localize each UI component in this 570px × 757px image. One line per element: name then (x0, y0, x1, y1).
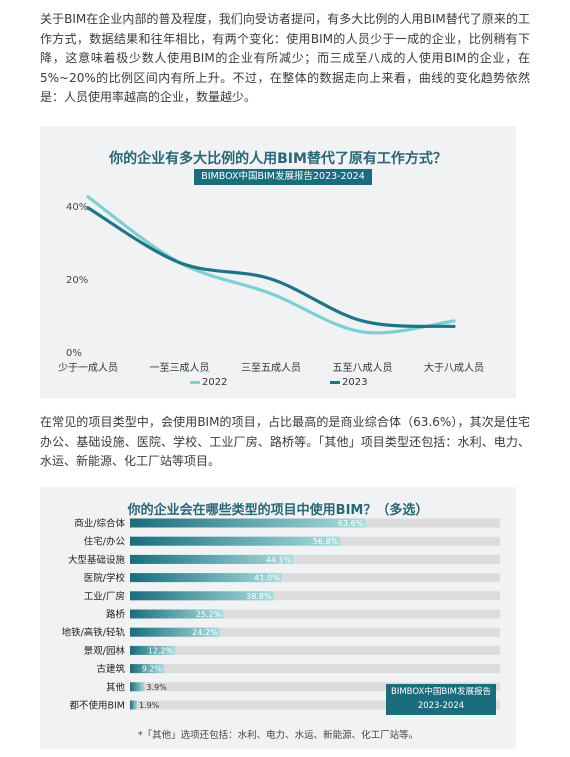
bar (130, 554, 294, 564)
bar-track (130, 645, 500, 655)
series-line-2023 (86, 206, 456, 329)
series-line-2022 (86, 195, 456, 335)
y-tick-label: 40% (66, 202, 88, 213)
source-line-1: BIMBOX中国BIM发展报告 (391, 687, 491, 697)
bar (130, 536, 341, 546)
category-label: 都不使用BIM (69, 700, 125, 712)
bar-track (130, 591, 500, 601)
value-label: 41.0% (254, 574, 280, 583)
bar (130, 664, 165, 674)
category-label: 商业/综合体 (74, 518, 125, 530)
bar (130, 518, 366, 528)
category-label: 路桥 (106, 609, 126, 621)
category-label: 医院/学校 (84, 572, 126, 584)
bar (130, 627, 220, 637)
value-label: 3.9% (146, 683, 167, 692)
category-label: 住宅/办公 (84, 536, 126, 548)
bar-track (130, 682, 500, 692)
bar-chart-title: 你的企业会在哪些类型的项目中使用BIM？（多选） (127, 503, 429, 518)
legend-swatch-2022 (190, 381, 200, 384)
legend-label-2022: 2022 (202, 377, 227, 388)
category-label: 古建筑 (96, 663, 125, 675)
source-line-2: 2023-2024 (417, 701, 465, 711)
line-chart-card: 你的企业有多大比例的人用BIM替代了原有工作方式？ BIMBOX中国BIM发展报… (40, 126, 516, 398)
y-tick-label: 20% (66, 275, 88, 286)
bar-chart-footnote: *「其他」选项还包括：水利、电力、水运、新能源、化工厂站等。 (137, 730, 419, 741)
category-label: 地铁/高铁/轻轨 (62, 627, 126, 639)
legend-swatch-2023 (330, 381, 340, 384)
bar-chart-card: 你的企业会在哪些类型的项目中使用BIM？（多选） 商业/综合体 63.6% 住宅/办… (40, 487, 516, 749)
bar-track (130, 573, 500, 583)
x-tick-label: 一至三成人员 (150, 362, 210, 374)
bar (130, 682, 145, 692)
project-type-paragraph: 在常见的项目类型中，会使用BIM的项目，占比最高的是商业综合体（63.6%），其… (40, 415, 530, 468)
value-label: 25.2% (196, 610, 222, 619)
category-label: 景观/园林 (84, 645, 126, 657)
value-label: 9.2% (142, 665, 163, 674)
value-label: 12.2% (148, 646, 174, 655)
value-label: 44.1% (266, 555, 292, 564)
bar-track (130, 700, 500, 710)
bar (130, 609, 224, 619)
value-label: 24.2% (192, 628, 218, 637)
category-label: 大型基础设施 (68, 554, 126, 566)
value-label: 1.9% (139, 701, 160, 710)
bar (130, 591, 274, 601)
x-tick-label: 大于八成人员 (424, 361, 484, 374)
bar-track (130, 554, 500, 564)
bar-track (130, 664, 500, 674)
value-label: 38.8% (246, 592, 272, 601)
category-label: 其他 (106, 681, 126, 693)
legend-label-2023: 2023 (342, 377, 367, 388)
bar-chart-source-banner: BIMBOX中国BIM发展报告 2023-2024 (386, 684, 496, 715)
bar-chart-svg: 商业/综合体 63.6% 住宅/办公 56.8% 大型基础设施 44.1% 医院/学校 41.… (62, 518, 500, 712)
intro-paragraph: 关于BIM在企业内部的普及程度，我们向受访者提问，有多大比例的人用BIM替代了原… (40, 12, 530, 104)
bar (130, 700, 138, 710)
y-tick-label: 0% (66, 348, 82, 359)
bar (130, 645, 176, 655)
line-chart-subtitle-banner: BIMBOX中国BIM发展报告2023-2024 (194, 169, 372, 185)
value-label: 56.8% (313, 537, 339, 546)
x-tick-label: 少于一成人员 (58, 362, 118, 374)
bar (130, 573, 282, 583)
bar-track (130, 609, 500, 619)
value-label: 63.6% (338, 519, 364, 528)
line-chart-title: 你的企业有多大比例的人用BIM替代了原有工作方式？ (109, 151, 447, 167)
x-tick-label: 三至五成人员 (241, 362, 301, 374)
line-chart-svg: 0% 20% 40% 少于一成人员 一至三成人员 三至五成人员 五至八成人员 大于八成人员 20… (58, 195, 484, 388)
x-tick-label: 五至八成人员 (333, 362, 393, 374)
bar-track (130, 627, 500, 637)
category-label: 工业/厂房 (84, 590, 125, 602)
